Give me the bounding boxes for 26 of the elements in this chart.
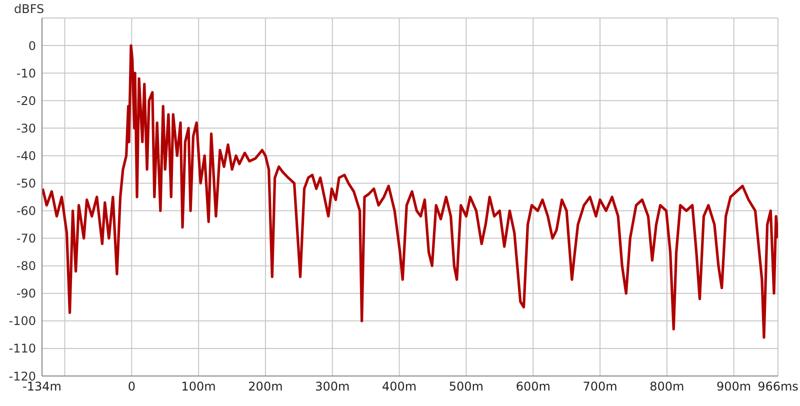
x-tick-label: 400m: [382, 380, 417, 394]
x-tick-label: -134m: [22, 380, 62, 394]
y-tick-label: -30: [16, 121, 36, 136]
y-axis-title: dBFS: [14, 2, 44, 16]
y-tick-label: -80: [16, 259, 36, 274]
x-tick-label: 700m: [582, 380, 618, 394]
y-tick-label: -60: [16, 204, 36, 218]
x-tick-label: 100m: [181, 380, 216, 394]
x-tick-label: 500m: [448, 380, 484, 394]
y-tick-label: -100: [8, 314, 36, 328]
y-tick-label: -10: [16, 66, 36, 80]
x-tick-label: 0: [128, 380, 136, 394]
y-tick-label: 0: [28, 38, 36, 53]
y-tick-label: -70: [16, 232, 36, 246]
x-tick-label: 900m: [716, 380, 752, 394]
y-tick-label: -110: [8, 342, 36, 356]
x-tick-label: 966ms: [758, 380, 798, 394]
x-tick-label: 200m: [248, 380, 283, 394]
x-tick-label: 800m: [650, 380, 684, 394]
y-tick-label: -40: [16, 148, 36, 163]
x-tick-label: 600m: [516, 380, 550, 394]
y-tick-label: -90: [16, 286, 36, 301]
y-tick-label: -20: [16, 94, 36, 108]
y-tick-label: -50: [16, 176, 36, 190]
line-series: [42, 44, 778, 339]
x-tick-label: 300m: [315, 380, 350, 394]
